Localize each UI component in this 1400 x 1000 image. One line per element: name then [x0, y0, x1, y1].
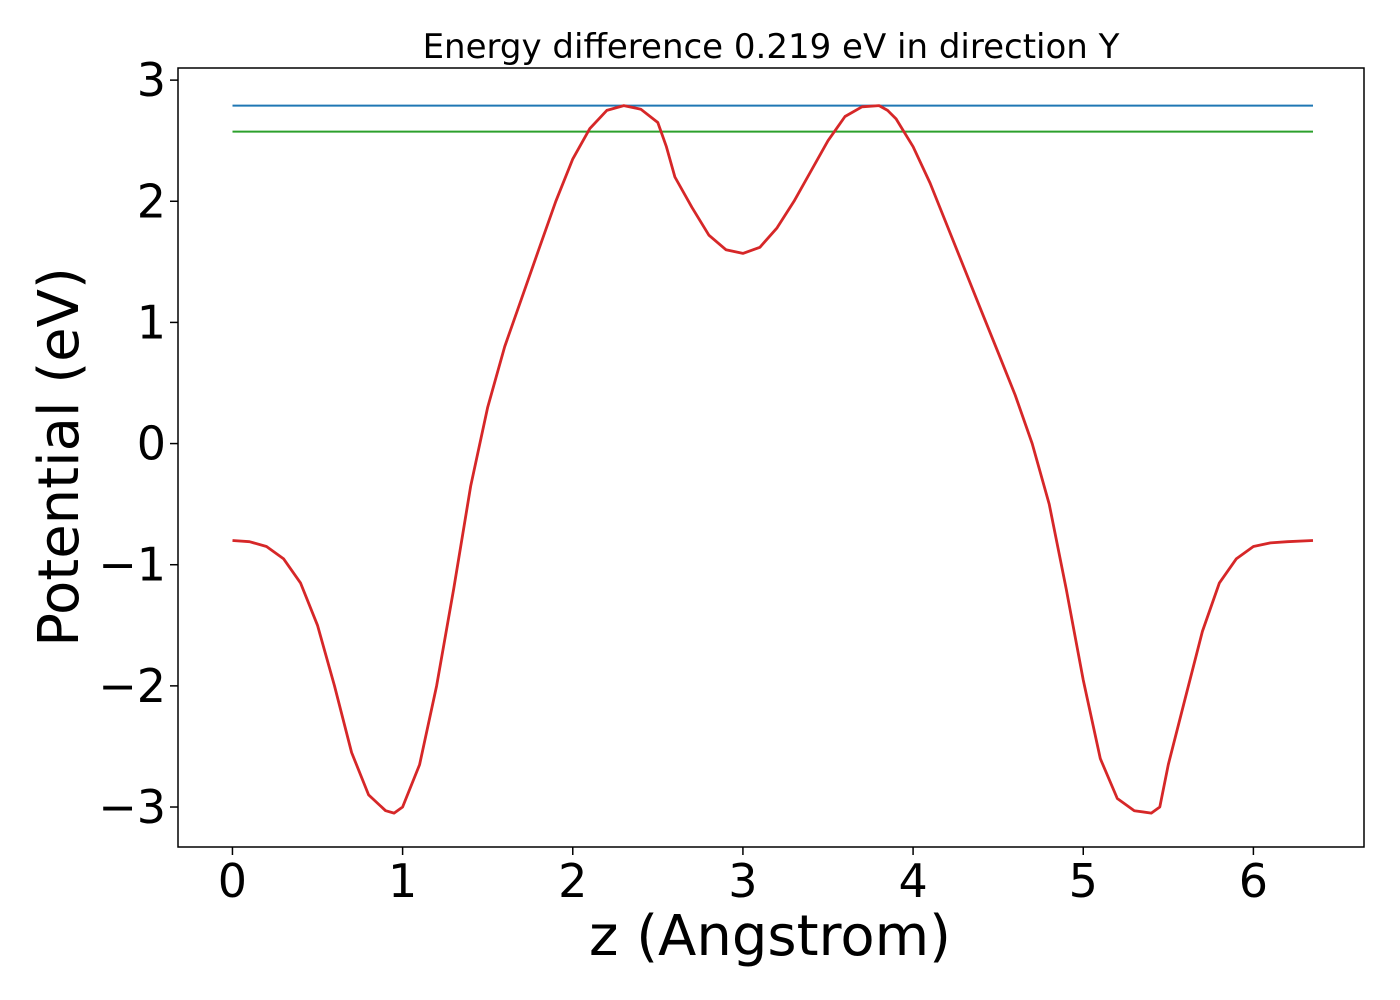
y-tick-label: −3 [98, 780, 166, 834]
y-axis-label: Potential (eV) [27, 267, 92, 647]
plot-area [177, 67, 1365, 848]
x-axis: 0 1 2 3 4 5 6 [218, 847, 1268, 908]
x-tick-label: 1 [388, 854, 417, 908]
series-line-2 [232, 104, 1314, 815]
y-tick-label: −1 [98, 538, 166, 592]
x-tick-label: 4 [898, 854, 927, 908]
y-tick-label: 3 [137, 53, 166, 107]
chart-title: Energy difference 0.219 eV in direction … [423, 27, 1120, 67]
y-tick-label: −2 [98, 659, 166, 713]
x-tick-label: 5 [1069, 854, 1098, 908]
y-tick-label: 2 [137, 174, 166, 228]
x-tick-label: 6 [1239, 854, 1268, 908]
y-tick-label: 0 [137, 417, 166, 471]
x-axis-label: z (Angstrom) [589, 904, 951, 969]
y-axis: −3 −2 −1 0 1 2 3 [98, 53, 178, 834]
x-tick-label: 3 [728, 854, 757, 908]
series-layer [232, 104, 1314, 815]
y-tick-label: 1 [137, 295, 166, 349]
x-tick-label: 2 [558, 854, 587, 908]
x-tick-label: 0 [218, 854, 247, 908]
